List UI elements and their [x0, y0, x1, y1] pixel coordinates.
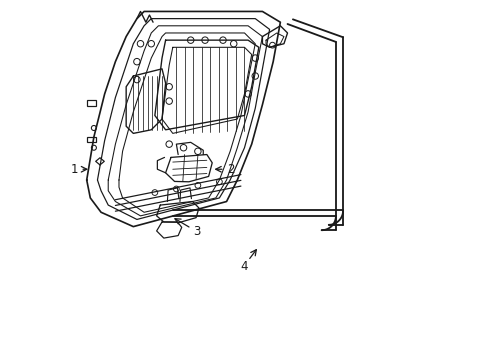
- Text: 3: 3: [193, 225, 200, 238]
- Text: 4: 4: [240, 260, 248, 273]
- Text: 1: 1: [70, 163, 78, 176]
- Text: 2: 2: [226, 163, 234, 176]
